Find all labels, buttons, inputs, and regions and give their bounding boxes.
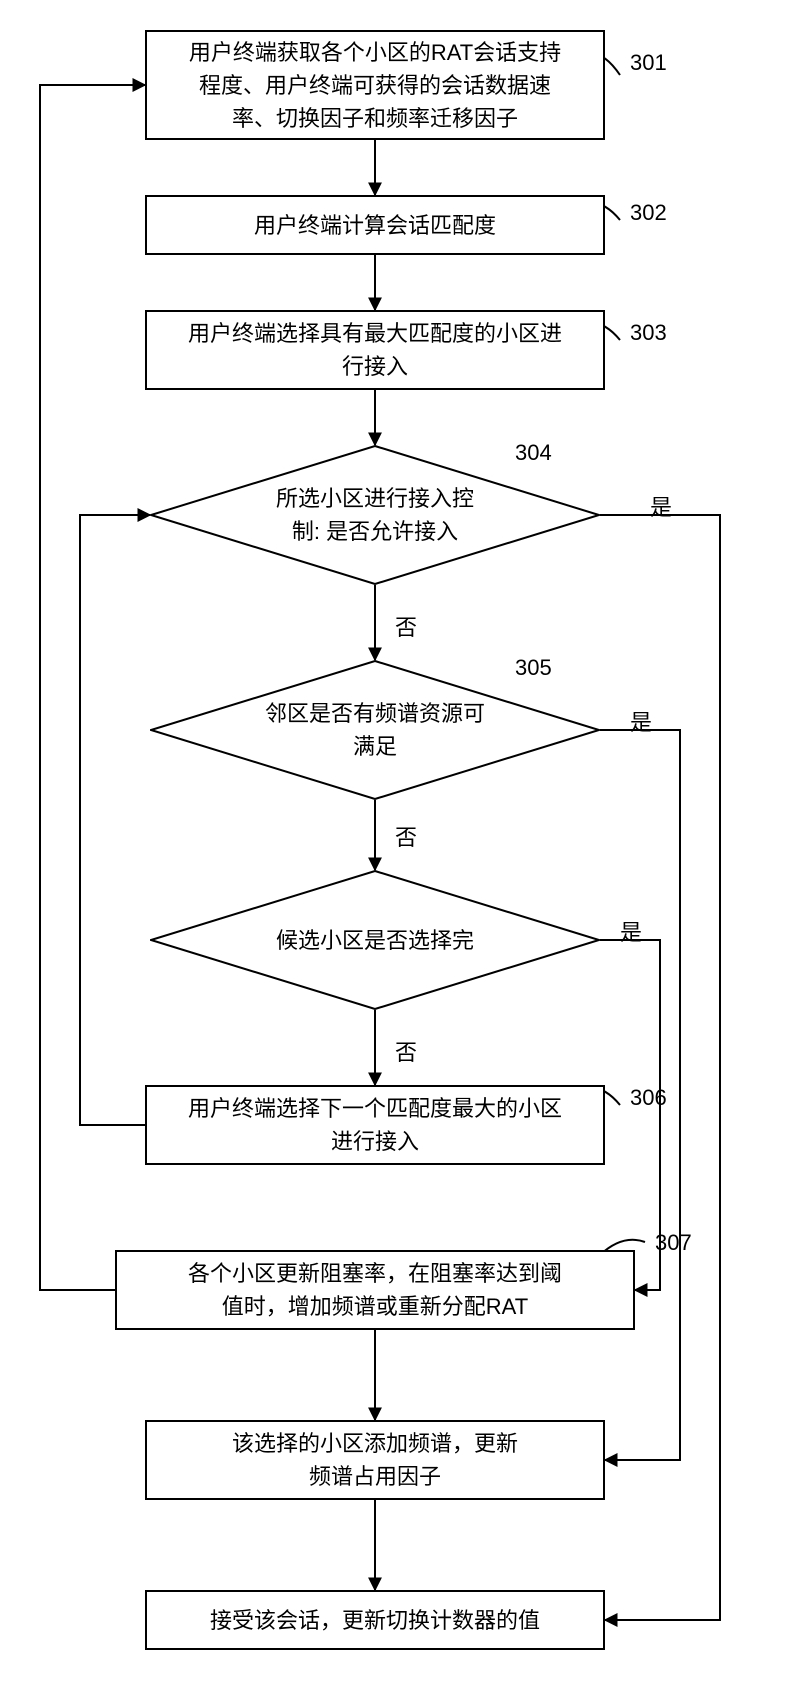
flow-node-n308: 该选择的小区添加频谱，更新频谱占用因子: [145, 1420, 605, 1500]
flow-node-n303: 用户终端选择具有最大匹配度的小区进行接入: [145, 310, 605, 390]
step-number-label: 304: [515, 440, 552, 466]
edge-label: 是: [650, 490, 672, 522]
flow-node-n306: 用户终端选择下一个匹配度最大的小区进行接入: [145, 1085, 605, 1165]
flow-node-n307: 各个小区更新阻塞率，在阻塞率达到阈值时，增加频谱或重新分配RAT: [115, 1250, 635, 1330]
node-text: 各个小区更新阻塞率，在阻塞率达到阈值时，增加频谱或重新分配RAT: [188, 1257, 562, 1323]
node-text: 候选小区是否选择完: [150, 870, 600, 1010]
flow-decision-d306x: 候选小区是否选择完: [150, 870, 600, 1010]
edge-label: 否: [395, 610, 417, 642]
flow-node-n309: 接受该会话，更新切换计数器的值: [145, 1590, 605, 1650]
edge-label: 否: [395, 820, 417, 852]
edge-label: 是: [630, 705, 652, 737]
edge-label: 否: [395, 1035, 417, 1067]
node-text: 所选小区进行接入控制: 是否允许接入: [150, 445, 600, 585]
node-text: 接受该会话，更新切换计数器的值: [210, 1604, 540, 1637]
step-number-label: 307: [655, 1230, 692, 1256]
step-number-label: 302: [630, 200, 667, 226]
step-number-label: 306: [630, 1085, 667, 1111]
edge-label: 是: [620, 915, 642, 947]
node-text: 用户终端获取各个小区的RAT会话支持程度、用户终端可获得的会话数据速率、切换因子…: [189, 36, 561, 135]
step-number-label: 303: [630, 320, 667, 346]
node-text: 用户终端选择具有最大匹配度的小区进行接入: [188, 317, 562, 383]
node-text: 用户终端选择下一个匹配度最大的小区进行接入: [188, 1092, 562, 1158]
flow-node-n301: 用户终端获取各个小区的RAT会话支持程度、用户终端可获得的会话数据速率、切换因子…: [145, 30, 605, 140]
flow-decision-d304: 所选小区进行接入控制: 是否允许接入: [150, 445, 600, 585]
step-number-label: 305: [515, 655, 552, 681]
node-text: 该选择的小区添加频谱，更新频谱占用因子: [232, 1427, 518, 1493]
node-text: 用户终端计算会话匹配度: [254, 209, 496, 242]
node-text: 邻区是否有频谱资源可满足: [150, 660, 600, 800]
step-number-label: 301: [630, 50, 667, 76]
flowchart-canvas: 否否否是是是用户终端获取各个小区的RAT会话支持程度、用户终端可获得的会话数据速…: [0, 0, 800, 1692]
flow-node-n302: 用户终端计算会话匹配度: [145, 195, 605, 255]
flow-decision-d305: 邻区是否有频谱资源可满足: [150, 660, 600, 800]
